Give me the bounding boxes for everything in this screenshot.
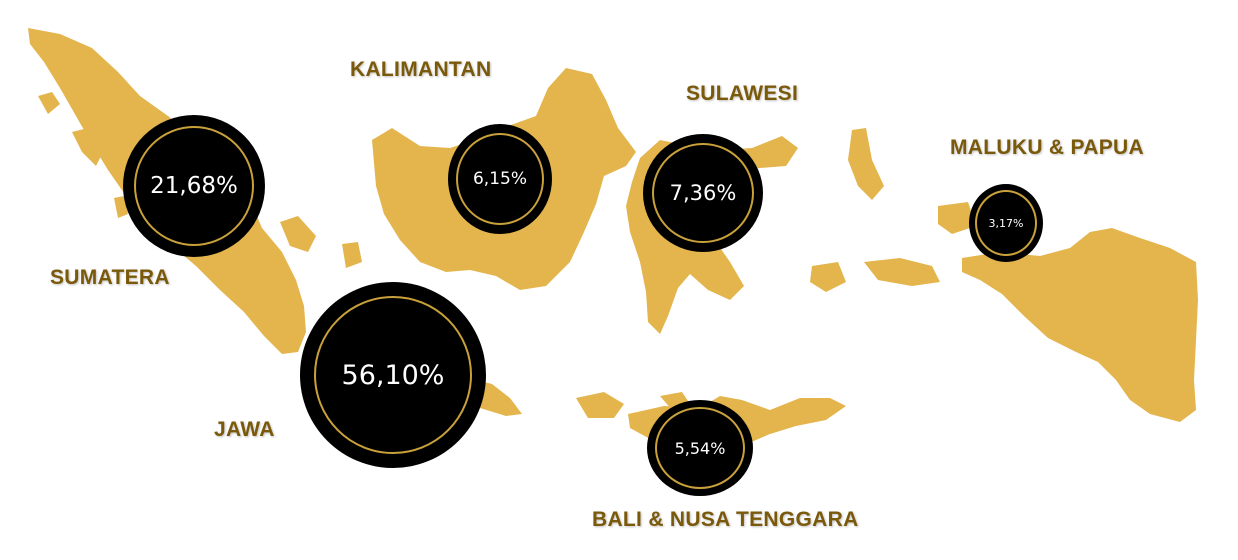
- island-belitung: [342, 242, 362, 268]
- island-sumatera-islet-2: [72, 128, 104, 166]
- bubble-ring: 21,68%: [134, 126, 254, 246]
- value-sumatera: 21,68%: [150, 173, 238, 199]
- island-halmahera: [848, 128, 884, 200]
- label-bali-nusa-tenggara: BALI & NUSA TENGGARA: [592, 508, 859, 531]
- island-sumatera-islet-1: [38, 92, 60, 114]
- bubble-bali-nusa-tenggara: 5,54%: [647, 400, 753, 496]
- value-sulawesi: 7,36%: [669, 181, 737, 205]
- bubble-ring: 3,17%: [975, 190, 1037, 256]
- bubble-ring: 56,10%: [314, 296, 472, 454]
- label-kalimantan: KALIMANTAN: [350, 58, 492, 81]
- bubble-ring: 5,54%: [655, 407, 745, 489]
- label-sulawesi: SULAWESI: [686, 82, 799, 105]
- value-maluku-papua: 3,17%: [988, 216, 1024, 230]
- value-bali-nusa-tenggara: 5,54%: [674, 438, 726, 458]
- island-maluku-north: [938, 202, 976, 234]
- label-jawa: JAWA: [214, 418, 275, 441]
- island-buru: [810, 262, 846, 292]
- label-sumatera: SUMATERA: [50, 266, 170, 289]
- bubble-ring: 6,15%: [456, 133, 544, 225]
- bubble-ring: 7,36%: [652, 143, 754, 243]
- island-bangka: [280, 216, 316, 252]
- bubble-maluku-papua: 3,17%: [969, 184, 1043, 262]
- island-papua: [962, 228, 1198, 422]
- bubble-jawa: 56,10%: [300, 282, 486, 468]
- value-jawa: 56,10%: [341, 359, 445, 391]
- bubble-kalimantan: 6,15%: [448, 124, 552, 234]
- label-maluku-papua: MALUKU & PAPUA: [950, 136, 1144, 159]
- island-lombok-sumbawa: [576, 392, 624, 418]
- bubble-sumatera: 21,68%: [123, 115, 265, 257]
- value-kalimantan: 6,15%: [472, 169, 527, 189]
- island-seram: [864, 258, 940, 286]
- bubble-sulawesi: 7,36%: [643, 134, 763, 252]
